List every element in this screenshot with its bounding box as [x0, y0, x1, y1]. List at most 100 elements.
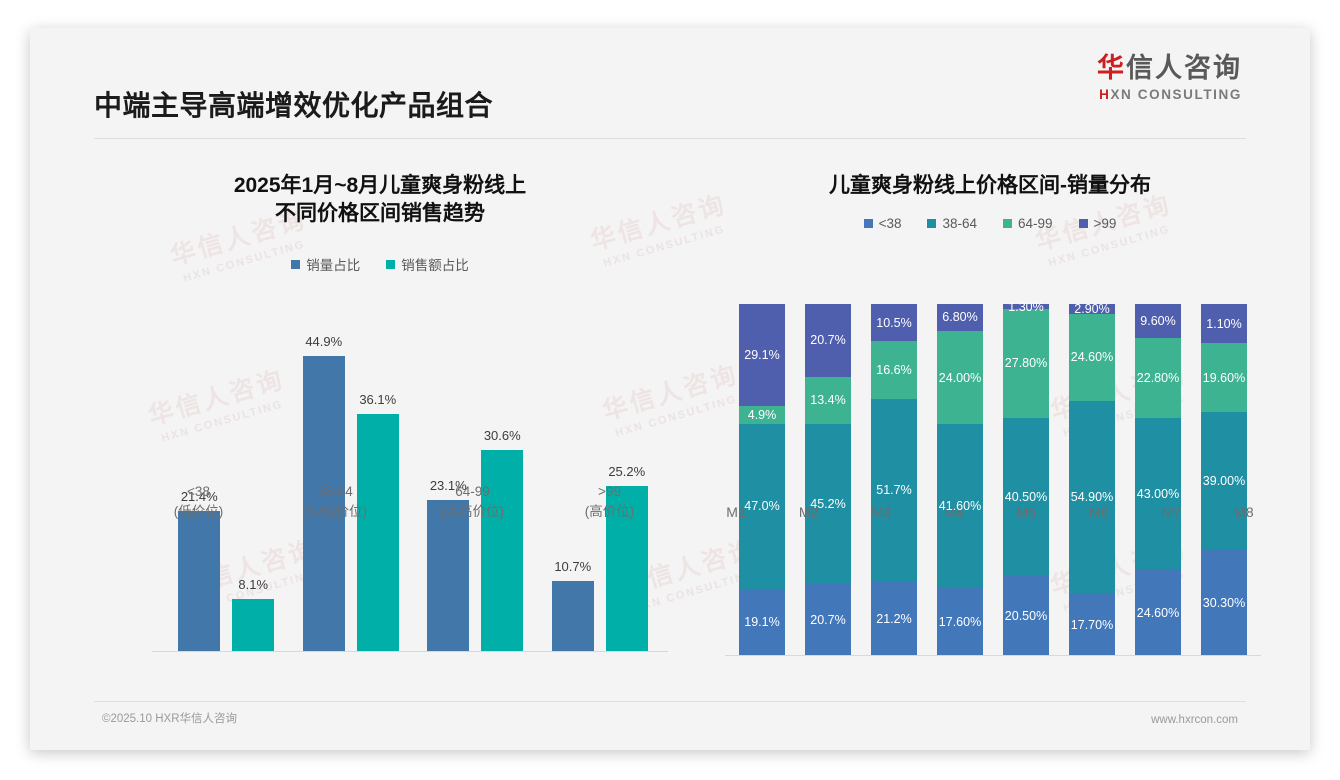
stack-segment-<38-M7[interactable]: 24.60% — [1135, 569, 1181, 656]
bar-销量占比->99[interactable]: 10.7% — [551, 322, 594, 652]
legend-label: >99 — [1093, 216, 1117, 232]
stack-segment->99-M1[interactable]: 29.1% — [739, 304, 785, 407]
stack-segment-label: 19.1% — [744, 615, 780, 630]
stack-segment-38-64-M6[interactable]: 54.90% — [1069, 400, 1115, 594]
bar-销售额占比->99[interactable]: 25.2% — [605, 322, 648, 652]
stack-segment-label: 9.60% — [1140, 313, 1176, 328]
x-tick-range: 64-99 — [455, 484, 490, 499]
bar-value-label: 25.2% — [608, 463, 646, 479]
x-tick-M3: M3 — [871, 504, 891, 520]
x-tick-M8: M8 — [1234, 504, 1254, 520]
bar-销售额占比-64-99[interactable]: 30.6% — [481, 322, 524, 652]
legend-item-38-64[interactable]: 38-64 — [927, 216, 977, 231]
x-tick-desc: (中高价位) — [441, 504, 504, 520]
logo-chinese-text: 华信人咨询 — [1097, 53, 1242, 84]
x-tick-M1: M1 — [726, 504, 746, 520]
stack-segment->99-M2[interactable]: 20.7% — [805, 304, 851, 377]
stack-segment-label: 45.2% — [810, 496, 846, 511]
stack-segment-<38-M1[interactable]: 19.1% — [739, 588, 785, 656]
bar-销售额占比-<38[interactable]: 8.1% — [232, 322, 275, 652]
bar-销量占比-<38[interactable]: 21.4% — [178, 322, 221, 652]
x-tick-38-64: 38-64 (中低价位) — [281, 482, 391, 523]
stack-segment-<38-M2[interactable]: 20.7% — [805, 583, 851, 656]
stacked-bar-M6[interactable]: 2.90% 24.60% 54.90% 17.70% — [1069, 302, 1115, 656]
footer-copyright: ©2025.10 HXR华信人咨询 — [102, 713, 238, 725]
stack-segment-64-99-M2[interactable]: 13.4% — [805, 376, 851, 425]
stack-segment-label: 54.90% — [1070, 490, 1114, 505]
stack-segment-label: 19.60% — [1202, 370, 1246, 385]
stack-segment-<38-M5[interactable]: 20.50% — [1003, 575, 1049, 656]
stack-segment->99-M6[interactable]: 2.90% — [1069, 302, 1115, 316]
stack-segment-label: 40.50% — [1004, 489, 1048, 504]
stacked-bar-M4[interactable]: 6.80% 24.00% 41.60% 17.60% — [937, 304, 983, 656]
bar-value-label: 30.6% — [483, 428, 521, 444]
stack-segment-64-99-M3[interactable]: 16.6% — [871, 341, 917, 400]
bar-rect — [302, 355, 345, 652]
stack-segment-64-99-M6[interactable]: 24.60% — [1069, 314, 1115, 401]
legend-label: <38 — [878, 216, 902, 232]
legend-swatch-icon — [291, 259, 301, 269]
stacked-bar-M2[interactable]: 20.7% 13.4% 45.2% 20.7% — [805, 304, 851, 656]
stack-segment-label: 27.80% — [1004, 356, 1048, 371]
bar-rect — [427, 499, 470, 652]
legend-item-<38[interactable]: <38 — [863, 216, 902, 232]
stack-segment-<38-M8[interactable]: 30.30% — [1201, 549, 1247, 656]
x-axis-labels-volume-distribution: M1 M2 M3 M4 M5 M6 M7 M8 — [699, 504, 1281, 520]
stack-segment-<38-M4[interactable]: 17.60% — [937, 587, 983, 656]
logo-en-rest: XN CONSULTING — [1110, 86, 1242, 102]
stack-segment-38-64-M1[interactable]: 47.0% — [739, 423, 785, 589]
stack-segment-label: 21.2% — [876, 611, 912, 626]
chart-legend-sales-trend: 销量占比 销售额占比 — [70, 254, 690, 274]
stack-segment-label: 30.30% — [1202, 595, 1246, 610]
stack-segment-<38-M6[interactable]: 17.70% — [1069, 593, 1115, 656]
bar-销量占比-64-99[interactable]: 23.1% — [427, 322, 470, 652]
stack-segment-label: 24.60% — [1136, 605, 1180, 620]
stack-segment-label: 17.60% — [938, 614, 982, 629]
stack-segment-38-64-M8[interactable]: 39.00% — [1201, 412, 1247, 550]
stacked-bar-M1[interactable]: 29.1% 4.9% 47.0% 19.1% — [739, 304, 785, 656]
stack-segment-<38-M3[interactable]: 21.2% — [871, 581, 917, 656]
stack-segment->99-M7[interactable]: 9.60% — [1135, 304, 1181, 338]
stack-segment->99-M3[interactable]: 10.5% — [871, 304, 917, 341]
stack-segment-64-99-M5[interactable]: 27.80% — [1003, 309, 1049, 418]
stack-segment->99-M8[interactable]: 1.10% — [1201, 304, 1247, 344]
legend-item-销售额占比[interactable]: 销售额占比 — [386, 254, 469, 274]
stack-segment-label: 39.00% — [1202, 473, 1246, 488]
stack-segment-64-99-M7[interactable]: 22.80% — [1135, 337, 1181, 419]
bar-value-label: 8.1% — [238, 576, 269, 592]
slide-header: 中端主导高端增效优化产品组合 华信人咨询 HXN CONSULTING — [30, 28, 1310, 121]
stack-segment-label: 24.00% — [938, 370, 982, 385]
x-tick-range: >99 — [598, 484, 621, 499]
x-axis-line — [152, 651, 668, 652]
stack-segment-38-64-M7[interactable]: 43.00% — [1135, 418, 1181, 570]
bar-rect — [178, 510, 221, 652]
legend-item->99[interactable]: >99 — [1078, 216, 1117, 232]
stack-segment-38-64-M3[interactable]: 51.7% — [871, 399, 917, 582]
x-tick-M7: M7 — [1161, 504, 1182, 520]
bar-销售额占比-38-64[interactable]: 36.1% — [356, 322, 399, 652]
chart-title-line2: 不同价格区间销售趋势 — [275, 202, 485, 226]
stacked-bar-M7[interactable]: 9.60% 22.80% 43.00% 24.60% — [1135, 304, 1181, 656]
legend-swatch-icon — [1078, 219, 1088, 229]
stack-segment-64-99-M1[interactable]: 4.9% — [739, 406, 785, 424]
stacked-bar-M3[interactable]: 10.5% 16.6% 51.7% 21.2% — [871, 304, 917, 656]
x-tick-desc: (中低价位) — [304, 504, 367, 520]
bar-value-label: 23.1% — [429, 477, 467, 493]
legend-item-销量占比[interactable]: 销量占比 — [291, 254, 360, 274]
legend-swatch-icon — [1003, 219, 1012, 229]
stacked-bar-M5[interactable]: 1.30% 27.80% 40.50% 20.50% — [1003, 300, 1049, 656]
stack-segment-38-64-M5[interactable]: 40.50% — [1003, 417, 1049, 576]
stacked-bar-M8[interactable]: 1.10% 19.60% 39.00% 30.30% — [1201, 304, 1247, 656]
legend-item-64-99[interactable]: 64-99 — [1003, 216, 1053, 231]
stack-segment-64-99-M8[interactable]: 19.60% — [1201, 343, 1247, 413]
chart-title-volume-distribution: 儿童爽身粉线上价格区间-销量分布 — [695, 172, 1285, 200]
x-tick-range: 38-64 — [318, 484, 353, 499]
stack-segment-38-64-M2[interactable]: 45.2% — [805, 424, 851, 584]
stack-segment-64-99-M4[interactable]: 24.00% — [937, 330, 983, 425]
bar-value-label: 21.4% — [180, 488, 218, 504]
x-tick-64-99: 64-99 (中高价位) — [418, 482, 528, 523]
stack-segment->99-M4[interactable]: 6.80% — [937, 304, 983, 331]
stack-segment-38-64-M4[interactable]: 41.60% — [937, 424, 983, 588]
stack-segment->99-M5[interactable]: 1.30% — [1003, 300, 1049, 314]
bar-销量占比-38-64[interactable]: 44.9% — [302, 322, 345, 652]
